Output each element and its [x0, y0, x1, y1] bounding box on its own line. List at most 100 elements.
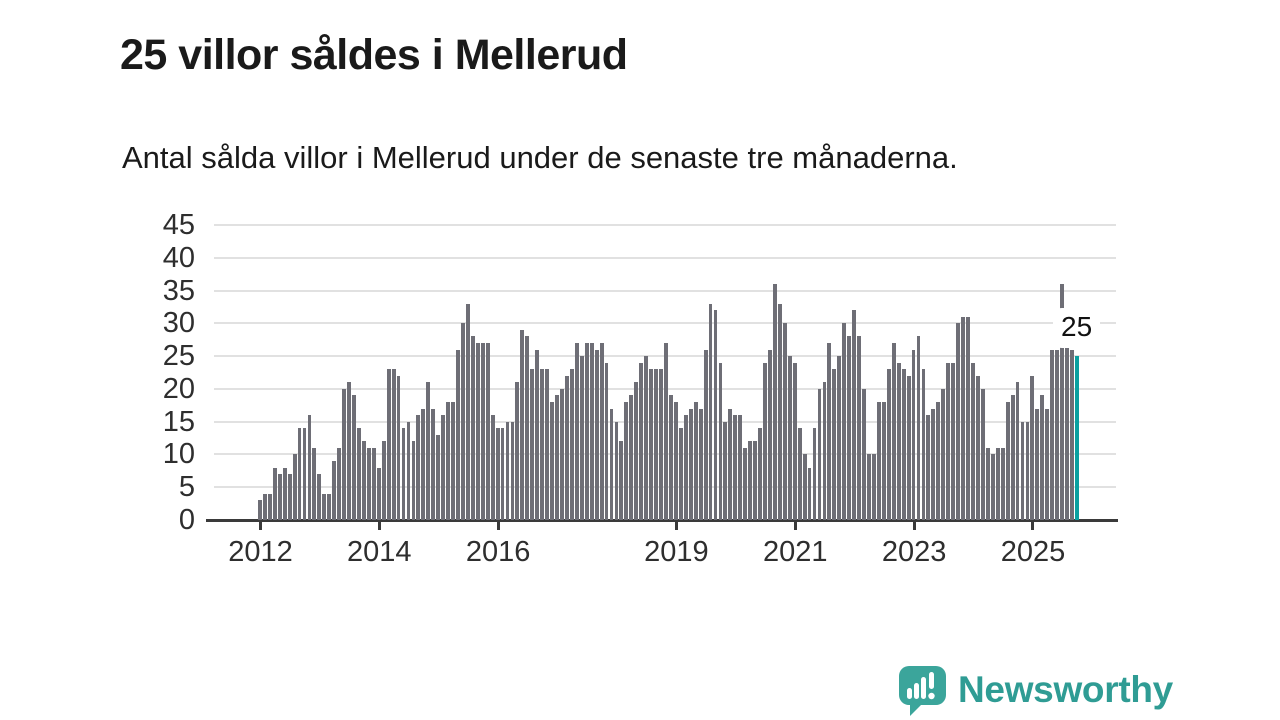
x-axis-label: 2023: [881, 536, 947, 568]
x-axis-tick: [793, 521, 797, 530]
bar: [862, 388, 866, 520]
bar: [312, 447, 317, 520]
bar: [678, 428, 683, 520]
bar: [634, 382, 639, 520]
y-axis-label: 25: [162, 340, 195, 373]
x-axis-label: 2025: [1000, 536, 1066, 568]
bar: [376, 467, 381, 520]
bar: [569, 369, 574, 520]
bar: [872, 454, 876, 520]
bar: [1035, 408, 1040, 520]
bar: [470, 336, 475, 520]
bar: [936, 402, 941, 520]
bar: [535, 349, 540, 520]
bar: [971, 362, 975, 520]
x-axis-label: 2014: [347, 536, 412, 568]
gridline: [214, 322, 1116, 325]
bar: [426, 382, 431, 520]
y-axis-label: 30: [162, 307, 195, 340]
bar: [941, 388, 946, 520]
bar: [307, 415, 312, 520]
bar: [337, 447, 342, 520]
bar: [867, 454, 871, 520]
bar: [753, 441, 758, 520]
page-subtitle: Antal sålda villor i Mellerud under de s…: [122, 140, 958, 175]
bar: [520, 329, 525, 520]
bar: [1000, 447, 1005, 520]
bar: [931, 408, 936, 520]
bar: [560, 388, 564, 520]
bar: [451, 402, 455, 520]
bar: [807, 467, 812, 520]
bar: [911, 349, 916, 520]
bar: [649, 369, 654, 520]
bar: [916, 336, 921, 520]
bar: [995, 447, 1000, 520]
bar: [332, 461, 337, 520]
bar: [555, 395, 559, 520]
bar: [827, 343, 832, 520]
highlight-bar: [1075, 356, 1079, 520]
bar: [683, 415, 688, 520]
bar: [673, 402, 678, 520]
bar: [297, 428, 302, 520]
bar: [891, 343, 896, 520]
bar: [693, 402, 698, 520]
bar: [421, 408, 426, 520]
bar: [743, 447, 748, 520]
bar: [723, 421, 728, 520]
bar: [500, 428, 505, 520]
bar: [565, 375, 569, 520]
bar: [262, 493, 267, 520]
bar: [926, 415, 931, 520]
bar: [456, 349, 460, 520]
x-axis-label: 2012: [228, 536, 293, 568]
bar: [258, 500, 262, 520]
bar: [1060, 284, 1065, 520]
bar: [787, 356, 792, 520]
bar: [599, 343, 604, 520]
x-axis-tick: [377, 521, 381, 530]
plot-area: 25 0 5 10 15 20 25 30 35 40 45 2012 2014 2016 2019 202…: [163, 211, 1118, 567]
bar: [976, 375, 980, 520]
bar: [886, 369, 891, 520]
bar: [510, 421, 515, 520]
bar: [837, 356, 842, 520]
bar: [852, 310, 857, 520]
bar: [267, 493, 272, 520]
y-axis-label: 20: [162, 372, 195, 405]
bar: [812, 428, 817, 520]
bar: [772, 284, 777, 520]
bar: [1020, 421, 1025, 520]
bar: [287, 474, 292, 520]
bar: [1045, 408, 1050, 520]
value-annotation: 25: [1053, 308, 1101, 349]
bar: [669, 395, 673, 520]
bar: [550, 402, 554, 520]
x-axis-tick: [1031, 521, 1035, 530]
bar: [292, 454, 297, 520]
bar: [708, 303, 713, 520]
bar: [1025, 421, 1030, 520]
bar: [465, 303, 470, 520]
bar: [901, 369, 906, 520]
bar: [431, 408, 436, 520]
bar: [792, 362, 797, 520]
x-axis-label: 2016: [465, 536, 531, 568]
bar: [1065, 310, 1069, 520]
bar: [728, 408, 733, 520]
bar: [990, 454, 995, 520]
bar: [688, 408, 693, 520]
bar: [475, 343, 480, 520]
y-axis-label: 35: [162, 274, 195, 307]
bar: [327, 493, 332, 520]
bar: [896, 362, 901, 520]
bar: [802, 454, 807, 520]
bar: [317, 474, 322, 520]
bar: [822, 382, 827, 520]
bar: [1010, 395, 1015, 520]
bar: [411, 441, 416, 520]
bar: [357, 428, 361, 520]
bar: [980, 388, 985, 520]
logo-wordmark: Newsworthy: [958, 669, 1173, 710]
